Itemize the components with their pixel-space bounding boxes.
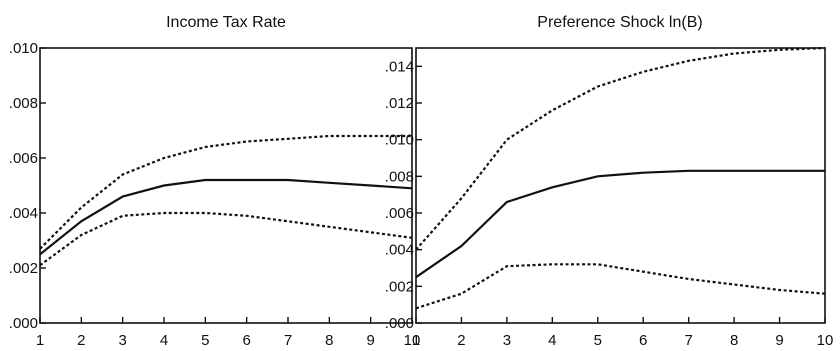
x-tick-label: 5 bbox=[594, 332, 602, 349]
response-line bbox=[39, 178, 413, 256]
x-tick-label: 3 bbox=[503, 332, 511, 349]
upper-band-line bbox=[39, 134, 412, 250]
x-tick-label: 3 bbox=[118, 332, 126, 349]
plot-frame bbox=[415, 47, 826, 324]
y-tick-label: .008 bbox=[9, 95, 38, 112]
x-tick-label: 9 bbox=[366, 332, 374, 349]
y-tick-label: .002 bbox=[9, 260, 38, 277]
x-tick-label: 8 bbox=[730, 332, 738, 349]
x-tick-label: 4 bbox=[160, 332, 168, 349]
preference-shock-panel: Preference Shock ln(B) .000 .002 .004 .006.… bbox=[385, 14, 834, 349]
y-tick-label: .014 bbox=[385, 58, 414, 75]
x-tick-label: 8 bbox=[325, 332, 333, 349]
y-tick-label: .002 bbox=[385, 278, 414, 295]
x-tick-label: 10 bbox=[404, 332, 421, 349]
x-tick-label: 7 bbox=[684, 332, 692, 349]
chart-title: Income Tax Rate bbox=[166, 14, 286, 31]
upper-band-line bbox=[415, 46, 826, 251]
y-tick-label: .008 bbox=[385, 168, 414, 185]
x-tick-label: 5 bbox=[201, 332, 209, 349]
lower-band-line bbox=[415, 263, 826, 310]
x-tick-label: 1 bbox=[36, 332, 44, 349]
x-tick-label: 2 bbox=[77, 332, 85, 349]
income-tax-rate-panel: Income Tax Rate .000 .002 .004 .006 .008 .010… bbox=[9, 14, 421, 349]
y-tick-label: .010 bbox=[9, 40, 38, 57]
y-tick-label: .000 bbox=[385, 315, 414, 332]
x-tick-label: 9 bbox=[775, 332, 783, 349]
x-tick-label: 2 bbox=[457, 332, 465, 349]
plot-frame bbox=[39, 47, 413, 324]
x-tick-label: 1 bbox=[412, 332, 420, 349]
chart-title: Preference Shock ln(B) bbox=[537, 14, 702, 31]
lower-band-line bbox=[39, 211, 413, 267]
x-tick-label: 6 bbox=[242, 332, 250, 349]
y-tick-label: .000 bbox=[9, 315, 38, 332]
response-line bbox=[415, 169, 825, 279]
y-tick-label: .006 bbox=[385, 205, 414, 222]
y-tick-label: .012 bbox=[385, 95, 414, 112]
y-tick-label: .010 bbox=[385, 132, 414, 149]
y-tick-label: .006 bbox=[9, 150, 38, 167]
x-tick-label: 4 bbox=[548, 332, 556, 349]
x-tick-label: 6 bbox=[639, 332, 647, 349]
x-tick-label: 10 bbox=[817, 332, 834, 349]
x-tick-label: 7 bbox=[284, 332, 292, 349]
y-tick-label: .004 bbox=[385, 242, 414, 259]
y-tick-label: .004 bbox=[9, 205, 38, 222]
